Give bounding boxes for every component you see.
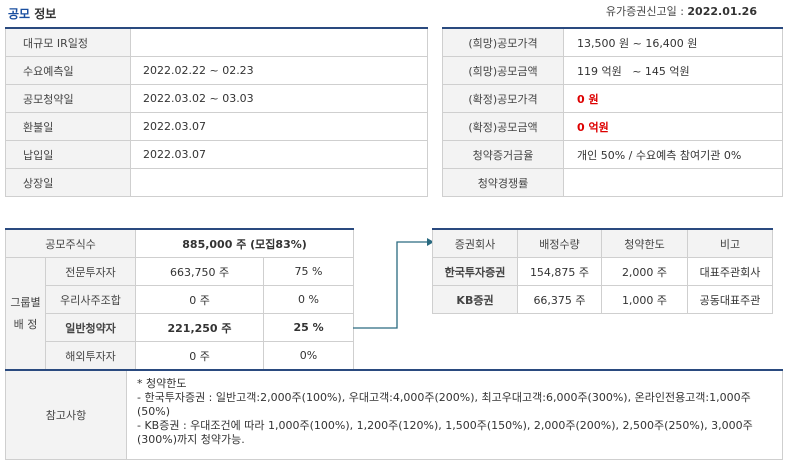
column-header: 증권회사 <box>432 228 518 258</box>
confirmed-price-value: 0 원 <box>563 84 783 113</box>
table-row: 증권회사 배정수량 청약한도 비고 <box>432 228 773 258</box>
schedule-value: 2022.03.07 <box>130 140 428 169</box>
table-row: 납입일 2022.03.07 <box>5 140 428 169</box>
title-rest: 정보 <box>30 7 57 21</box>
allocation-shares: 0 주 <box>135 341 265 370</box>
underwriter-limit: 1,000 주 <box>601 285 688 314</box>
pricing-label: (확정)공모금액 <box>442 112 564 141</box>
allocation-label: 일반청약자 <box>44 313 137 342</box>
table-row: KB증권 66,375 주 1,000 주 공동대표주관 <box>432 285 773 314</box>
table-row: 참고사항 * 청약한도 - 한국투자증권 : 일반고객:2,000주(100%)… <box>5 369 783 460</box>
table-row: (희망)공모가격 13,500 원 ~ 16,400 원 <box>442 27 783 57</box>
allocation-pct: 25 % <box>263 313 355 342</box>
schedule-value <box>130 168 428 197</box>
schedule-table: 대규모 IR일정 수요예측일 2022.02.22 ~ 02.23 공모청약일 20… <box>5 27 428 197</box>
underwriter-name: 한국투자증권 <box>432 257 518 286</box>
notes-line: - 한국투자증권 : 일반고객:2,000주(100%), 우대고객:4,000… <box>137 391 751 418</box>
schedule-label: 상장일 <box>5 168 131 197</box>
group-label-line1: 그룹별 <box>10 295 41 309</box>
column-header: 비고 <box>687 228 773 258</box>
table-row: 청약경쟁률 <box>442 168 783 197</box>
allocation-pct: 0% <box>263 341 355 370</box>
table-row: 공모주식수 885,000 주 (모집83%) <box>4 228 355 258</box>
pricing-label: (확정)공모가격 <box>442 84 564 113</box>
underwriter-note: 대표주관회사 <box>687 257 773 286</box>
column-header: 배정수량 <box>517 228 602 258</box>
table-row: 일반청약자 221,250 주 25 % <box>6 313 355 342</box>
group-allocation-label: 그룹별 배 정 <box>5 257 46 370</box>
underwriter-qty: 154,875 주 <box>517 257 602 286</box>
table-row: 우리사주조합 0 주 0 % <box>6 285 355 314</box>
column-header: 청약한도 <box>601 228 688 258</box>
confirmed-amount-value: 0 억원 <box>563 112 783 141</box>
notes-label: 참고사항 <box>5 369 127 460</box>
filing-label: 유가증권신고일 : <box>605 5 688 18</box>
table-row: 공모청약일 2022.03.02 ~ 03.03 <box>5 84 428 113</box>
allocation-label: 전문투자자 <box>44 257 137 286</box>
underwriter-limit: 2,000 주 <box>601 257 688 286</box>
pricing-label: 청약경쟁률 <box>442 168 564 197</box>
group-label-line2: 배 정 <box>13 317 38 331</box>
total-shares-value: 885,000 주 (모집83%) <box>135 228 355 258</box>
allocation-label: 해외투자자 <box>44 341 137 370</box>
table-row: 수요예측일 2022.02.22 ~ 02.23 <box>5 56 428 85</box>
table-row: 한국투자증권 154,875 주 2,000 주 대표주관회사 <box>432 257 773 286</box>
schedule-label: 납입일 <box>5 140 131 169</box>
underwriters-table: 증권회사 배정수량 청약한도 비고 한국투자증권 154,875 주 2,000… <box>432 228 773 314</box>
schedule-value: 2022.03.07 <box>130 112 428 141</box>
underwriter-name: KB증권 <box>432 285 518 314</box>
allocation-shares: 221,250 주 <box>135 313 265 342</box>
pricing-label: (희망)공모금액 <box>442 56 564 85</box>
schedule-label: 환불일 <box>5 112 131 141</box>
total-shares-label: 공모주식수 <box>4 228 137 258</box>
pricing-value: 개인 50% / 수요예측 참여기관 0% <box>563 140 783 169</box>
notes-table: 참고사항 * 청약한도 - 한국투자증권 : 일반고객:2,000주(100%)… <box>5 369 783 460</box>
section-title: 공모 정보 <box>8 5 56 22</box>
connector-arrow-icon <box>353 238 434 329</box>
allocation-table: 공모주식수 885,000 주 (모집83%) 그룹별 배 정 전문투자자 66… <box>4 228 355 370</box>
schedule-label: 수요예측일 <box>5 56 131 85</box>
filing-date-value: 2022.01.26 <box>687 5 757 18</box>
table-row: 상장일 <box>5 168 428 197</box>
allocation-shares: 0 주 <box>135 285 265 314</box>
pricing-label: (희망)공모가격 <box>442 27 564 57</box>
pricing-label: 청약증거금율 <box>442 140 564 169</box>
table-row: 청약증거금율 개인 50% / 수요예측 참여기관 0% <box>442 140 783 169</box>
pricing-value: 13,500 원 ~ 16,400 원 <box>563 27 783 57</box>
filing-date: 유가증권신고일 : 2022.01.26 <box>606 3 757 19</box>
allocation-shares: 663,750 주 <box>135 257 265 286</box>
schedule-label: 공모청약일 <box>5 84 131 113</box>
schedule-label: 대규모 IR일정 <box>5 27 131 57</box>
pricing-value <box>563 168 783 197</box>
pricing-value: 119 억원 ~ 145 억원 <box>563 56 783 85</box>
table-row: 그룹별 배 정 전문투자자 663,750 주 75 % <box>5 257 355 370</box>
table-row: 대규모 IR일정 <box>5 27 428 57</box>
underwriter-qty: 66,375 주 <box>517 285 602 314</box>
title-highlight: 공모 <box>8 7 31 21</box>
allocation-pct: 0 % <box>263 285 355 314</box>
allocation-pct: 75 % <box>263 257 355 286</box>
pricing-table: (희망)공모가격 13,500 원 ~ 16,400 원 (희망)공모금액 119 … <box>442 27 783 197</box>
allocation-label: 우리사주조합 <box>44 285 137 314</box>
schedule-value: 2022.02.22 ~ 02.23 <box>130 56 428 85</box>
underwriter-note: 공동대표주관 <box>687 285 773 314</box>
table-row: (확정)공모가격 0 원 <box>442 84 783 113</box>
table-row: (확정)공모금액 0 억원 <box>442 112 783 141</box>
schedule-value: 2022.03.02 ~ 03.03 <box>130 84 428 113</box>
table-row: 환불일 2022.03.07 <box>5 112 428 141</box>
schedule-value <box>130 27 428 57</box>
notes-content: * 청약한도 - 한국투자증권 : 일반고객:2,000주(100%), 우대고… <box>126 369 783 460</box>
notes-line: * 청약한도 <box>137 377 187 390</box>
notes-line: - KB증권 : 우대조건에 따라 1,000주(100%), 1,200주(1… <box>137 419 753 446</box>
table-row: 해외투자자 0 주 0% <box>6 341 355 370</box>
table-row: (희망)공모금액 119 억원 ~ 145 억원 <box>442 56 783 85</box>
